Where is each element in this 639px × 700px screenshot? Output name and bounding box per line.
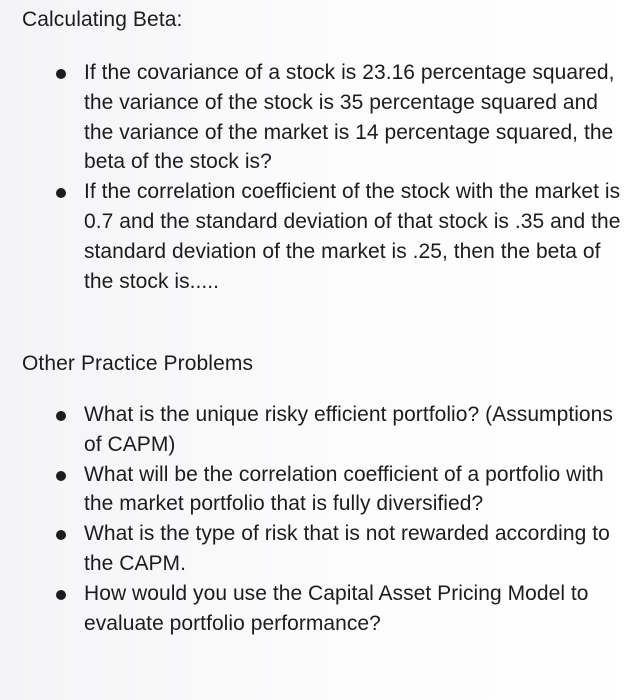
list-item: How would you use the Capital Asset Pric…	[0, 579, 639, 639]
list-item: What is the type of risk that is not rew…	[0, 519, 639, 579]
list-item: What is the unique risky efficient portf…	[0, 400, 639, 460]
calculating-beta-question-list: If the covariance of a stock is 23.16 pe…	[0, 58, 639, 296]
section-heading-calculating-beta: Calculating Beta:	[22, 8, 183, 31]
question-text: What will be the correlation coefficient…	[84, 462, 604, 516]
question-text: If the covariance of a stock is 23.16 pe…	[84, 61, 615, 174]
bullet-icon	[56, 530, 66, 541]
bullet-icon	[56, 69, 66, 79]
practice-problem-list: What is the unique risky efficient portf…	[0, 400, 639, 638]
question-text: What is the type of risk that is not rew…	[84, 522, 610, 575]
list-item: What will be the correlation coefficient…	[0, 460, 639, 520]
section-heading-other-practice-problems: Other Practice Problems	[22, 352, 254, 375]
bullet-icon	[56, 188, 66, 199]
question-text: What is the unique risky efficient portf…	[84, 403, 613, 456]
bullet-icon	[56, 411, 66, 421]
question-text: How would you use the Capital Asset Pric…	[84, 581, 589, 635]
list-item: If the covariance of a stock is 23.16 pe…	[0, 58, 639, 177]
list-item: If the correlation coefficient of the st…	[0, 177, 639, 296]
question-text: If the correlation coefficient of the st…	[84, 180, 621, 293]
bullet-icon	[56, 589, 66, 600]
bullet-icon	[56, 470, 66, 481]
